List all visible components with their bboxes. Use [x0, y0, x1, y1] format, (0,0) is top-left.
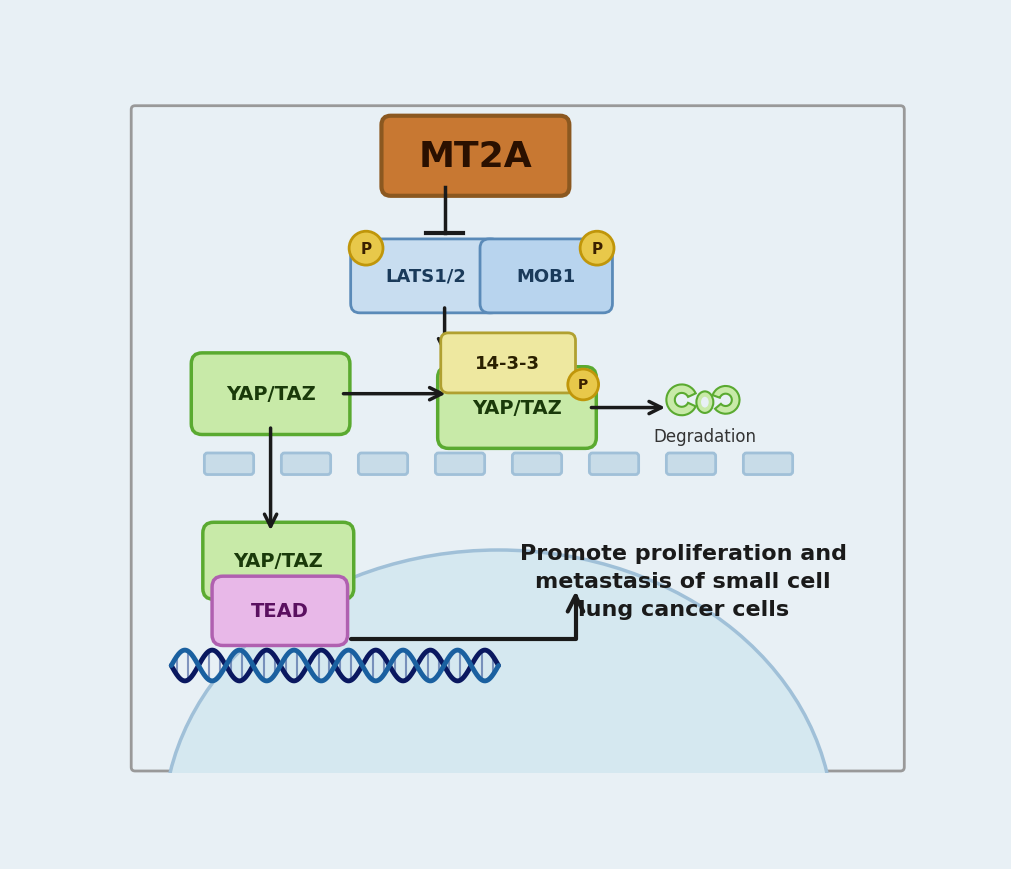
FancyBboxPatch shape	[743, 454, 793, 475]
FancyBboxPatch shape	[480, 240, 613, 314]
Text: LATS1/2: LATS1/2	[385, 268, 466, 286]
FancyBboxPatch shape	[131, 107, 904, 771]
Text: YAP/TAZ: YAP/TAZ	[234, 552, 324, 571]
Text: Degradation: Degradation	[653, 428, 756, 445]
Circle shape	[349, 232, 383, 266]
Text: MT2A: MT2A	[419, 140, 532, 174]
Text: P: P	[591, 242, 603, 256]
FancyBboxPatch shape	[513, 454, 562, 475]
Wedge shape	[666, 385, 696, 415]
Text: 14-3-3: 14-3-3	[475, 355, 540, 373]
Text: MOB1: MOB1	[517, 268, 576, 286]
Ellipse shape	[697, 392, 714, 414]
FancyBboxPatch shape	[204, 454, 254, 475]
FancyBboxPatch shape	[203, 522, 354, 600]
Text: YAP/TAZ: YAP/TAZ	[472, 399, 562, 418]
FancyBboxPatch shape	[438, 368, 596, 449]
Ellipse shape	[164, 550, 833, 869]
Circle shape	[568, 369, 599, 401]
FancyBboxPatch shape	[281, 454, 331, 475]
Ellipse shape	[701, 397, 709, 408]
Text: TEAD: TEAD	[251, 601, 308, 620]
FancyBboxPatch shape	[666, 454, 716, 475]
FancyBboxPatch shape	[436, 454, 484, 475]
FancyBboxPatch shape	[212, 576, 348, 646]
Wedge shape	[713, 387, 739, 415]
FancyBboxPatch shape	[358, 454, 407, 475]
FancyBboxPatch shape	[191, 354, 350, 435]
FancyBboxPatch shape	[351, 240, 500, 314]
Text: Promote proliferation and
metastasis of small cell
lung cancer cells: Promote proliferation and metastasis of …	[520, 543, 847, 619]
Text: YAP/TAZ: YAP/TAZ	[225, 385, 315, 404]
Text: P: P	[578, 378, 588, 392]
FancyBboxPatch shape	[589, 454, 639, 475]
FancyBboxPatch shape	[381, 116, 569, 196]
Circle shape	[580, 232, 614, 266]
FancyBboxPatch shape	[441, 334, 575, 394]
Text: P: P	[361, 242, 372, 256]
